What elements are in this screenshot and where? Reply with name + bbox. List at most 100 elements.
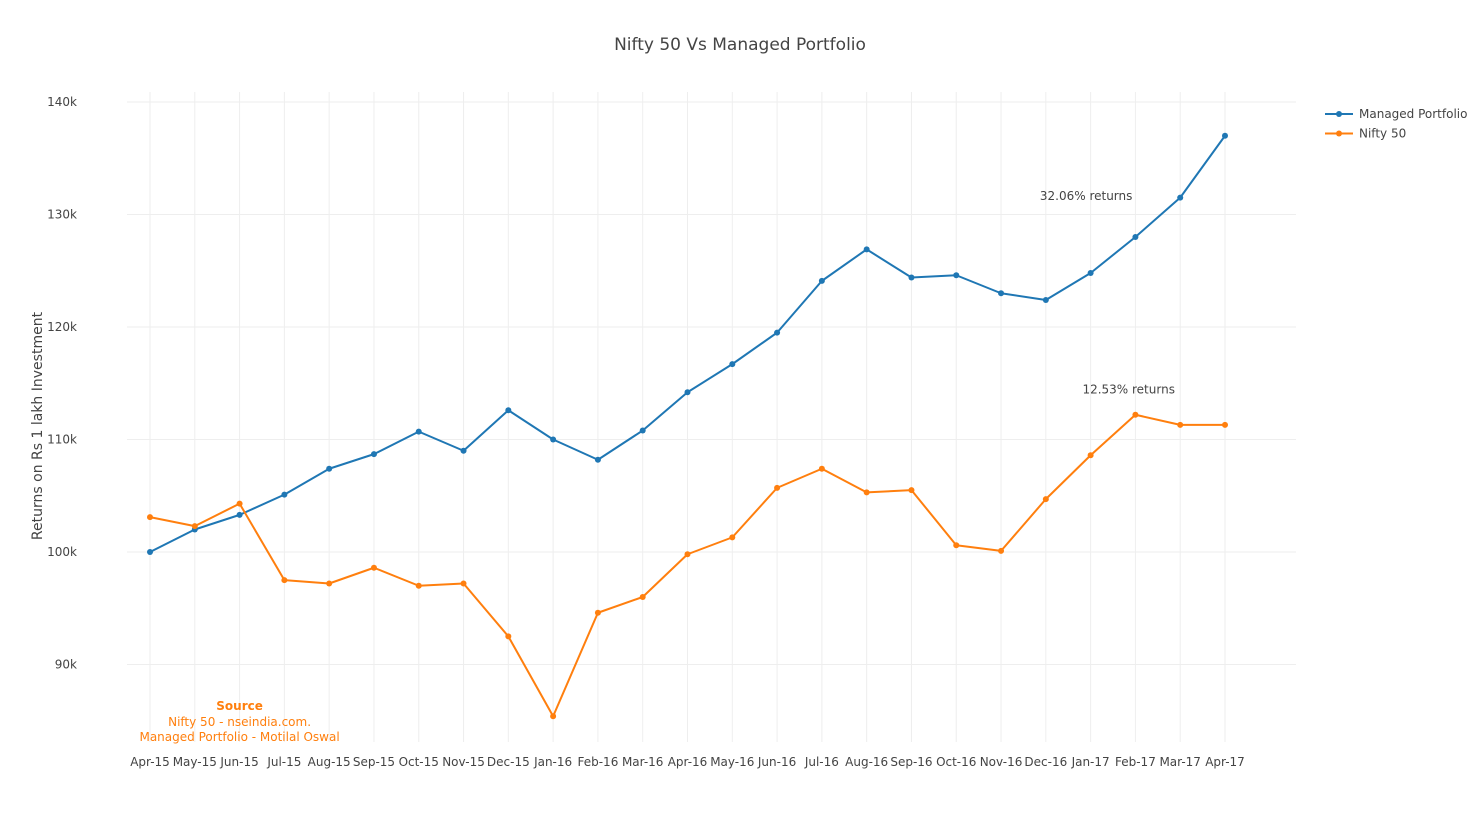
x-tick-label: Mar-17 xyxy=(1159,755,1200,769)
x-tick-label: Oct-15 xyxy=(399,755,439,769)
x-tick-label: Jul-16 xyxy=(804,755,839,769)
data-point[interactable] xyxy=(460,580,467,587)
data-point[interactable] xyxy=(1177,421,1184,428)
y-tick-label: 120k xyxy=(47,320,77,334)
annotations: 32.06% returns 12.53% returns Source Nifty … xyxy=(139,189,1174,744)
data-point[interactable] xyxy=(1087,452,1094,459)
data-point[interactable] xyxy=(550,713,557,720)
x-tick-label: Jan-17 xyxy=(1071,755,1110,769)
legend: Managed Portfolio Nifty 50 xyxy=(1325,107,1467,141)
x-tick-label: May-15 xyxy=(173,755,217,769)
series-managed-portfolio xyxy=(147,132,1228,555)
data-point[interactable] xyxy=(460,447,467,454)
data-point[interactable] xyxy=(908,487,915,494)
x-tick-label: Apr-16 xyxy=(668,755,708,769)
data-point[interactable] xyxy=(415,582,422,589)
data-point[interactable] xyxy=(594,456,601,463)
data-point[interactable] xyxy=(147,549,153,555)
x-tick-label: Aug-16 xyxy=(845,755,888,769)
data-point[interactable] xyxy=(236,511,243,518)
data-point[interactable] xyxy=(594,609,601,616)
data-point[interactable] xyxy=(281,577,288,584)
legend-swatch-marker xyxy=(1336,111,1342,117)
data-point[interactable] xyxy=(863,246,870,253)
data-point[interactable] xyxy=(370,451,377,458)
legend-item[interactable]: Managed Portfolio xyxy=(1325,107,1467,121)
legend-item[interactable]: Nifty 50 xyxy=(1325,127,1406,141)
x-tick-label: Dec-15 xyxy=(487,755,530,769)
data-point[interactable] xyxy=(281,491,288,498)
data-point[interactable] xyxy=(774,329,781,336)
data-point[interactable] xyxy=(818,277,825,284)
data-point[interactable] xyxy=(774,484,781,491)
data-point[interactable] xyxy=(415,428,422,435)
grid xyxy=(127,92,1296,742)
data-point[interactable] xyxy=(370,564,377,571)
y-tick-label: 110k xyxy=(47,433,77,447)
data-point[interactable] xyxy=(998,290,1005,297)
returns-annotation: 32.06% returns xyxy=(1040,189,1133,203)
data-point[interactable] xyxy=(684,551,691,558)
data-point[interactable] xyxy=(1042,496,1049,503)
x-tick-label: Apr-15 xyxy=(130,755,170,769)
data-point[interactable] xyxy=(953,542,960,549)
series-layer xyxy=(147,132,1228,720)
x-tick-label: Jul-15 xyxy=(266,755,301,769)
data-point[interactable] xyxy=(1132,411,1139,418)
data-point[interactable] xyxy=(1222,421,1228,428)
data-point[interactable] xyxy=(998,547,1005,554)
legend-label: Managed Portfolio xyxy=(1359,107,1467,121)
data-point[interactable] xyxy=(326,465,333,472)
x-tick-label: Jun-15 xyxy=(219,755,258,769)
x-tick-label: Jun-16 xyxy=(757,755,796,769)
x-tick-label: May-16 xyxy=(710,755,754,769)
data-point[interactable] xyxy=(326,580,333,587)
x-tick-label: Aug-15 xyxy=(308,755,351,769)
x-tick-label: Apr-17 xyxy=(1205,755,1245,769)
source-line: Managed Portfolio - Motilal Oswal xyxy=(139,730,339,744)
x-tick-label: Feb-16 xyxy=(577,755,618,769)
x-tick-label: Jan-16 xyxy=(533,755,572,769)
data-point[interactable] xyxy=(147,514,153,521)
x-tick-label: Dec-16 xyxy=(1024,755,1067,769)
y-tick-label: 100k xyxy=(47,545,77,559)
data-point[interactable] xyxy=(1042,297,1049,303)
x-tick-label: Nov-15 xyxy=(442,755,485,769)
data-point[interactable] xyxy=(191,523,198,530)
data-point[interactable] xyxy=(684,389,691,396)
data-point[interactable] xyxy=(908,274,915,281)
data-point[interactable] xyxy=(729,361,736,368)
y-axis-title: Returns on Rs 1 lakh Investment xyxy=(30,311,46,540)
series-nifty-50 xyxy=(147,411,1228,720)
y-tick-label: 130k xyxy=(47,208,77,222)
x-tick-label: Sep-16 xyxy=(890,755,932,769)
data-point[interactable] xyxy=(639,427,646,434)
data-point[interactable] xyxy=(505,633,512,640)
data-point[interactable] xyxy=(863,489,870,496)
x-tick-label: Mar-16 xyxy=(622,755,663,769)
data-point[interactable] xyxy=(1132,234,1139,240)
data-point[interactable] xyxy=(729,534,736,541)
data-point[interactable] xyxy=(639,594,646,600)
data-point[interactable] xyxy=(236,500,243,507)
x-tick-label: Sep-15 xyxy=(353,755,395,769)
data-point[interactable] xyxy=(1087,270,1094,276)
data-point[interactable] xyxy=(505,407,512,414)
data-point[interactable] xyxy=(550,436,557,443)
x-tick-label: Nov-16 xyxy=(980,755,1023,769)
x-tick-label: Feb-17 xyxy=(1115,755,1156,769)
data-point[interactable] xyxy=(818,465,825,472)
legend-label: Nifty 50 xyxy=(1359,127,1406,141)
y-tick-label: 90k xyxy=(55,658,77,672)
data-point[interactable] xyxy=(953,272,960,279)
source-heading: Source xyxy=(216,699,263,713)
source-line: Nifty 50 - nseindia.com. xyxy=(168,715,311,729)
legend-swatch-marker xyxy=(1336,130,1342,137)
chart-title: Nifty 50 Vs Managed Portfolio xyxy=(614,35,866,55)
data-point[interactable] xyxy=(1177,194,1184,201)
returns-annotation: 12.53% returns xyxy=(1082,382,1175,396)
data-point[interactable] xyxy=(1222,132,1228,139)
